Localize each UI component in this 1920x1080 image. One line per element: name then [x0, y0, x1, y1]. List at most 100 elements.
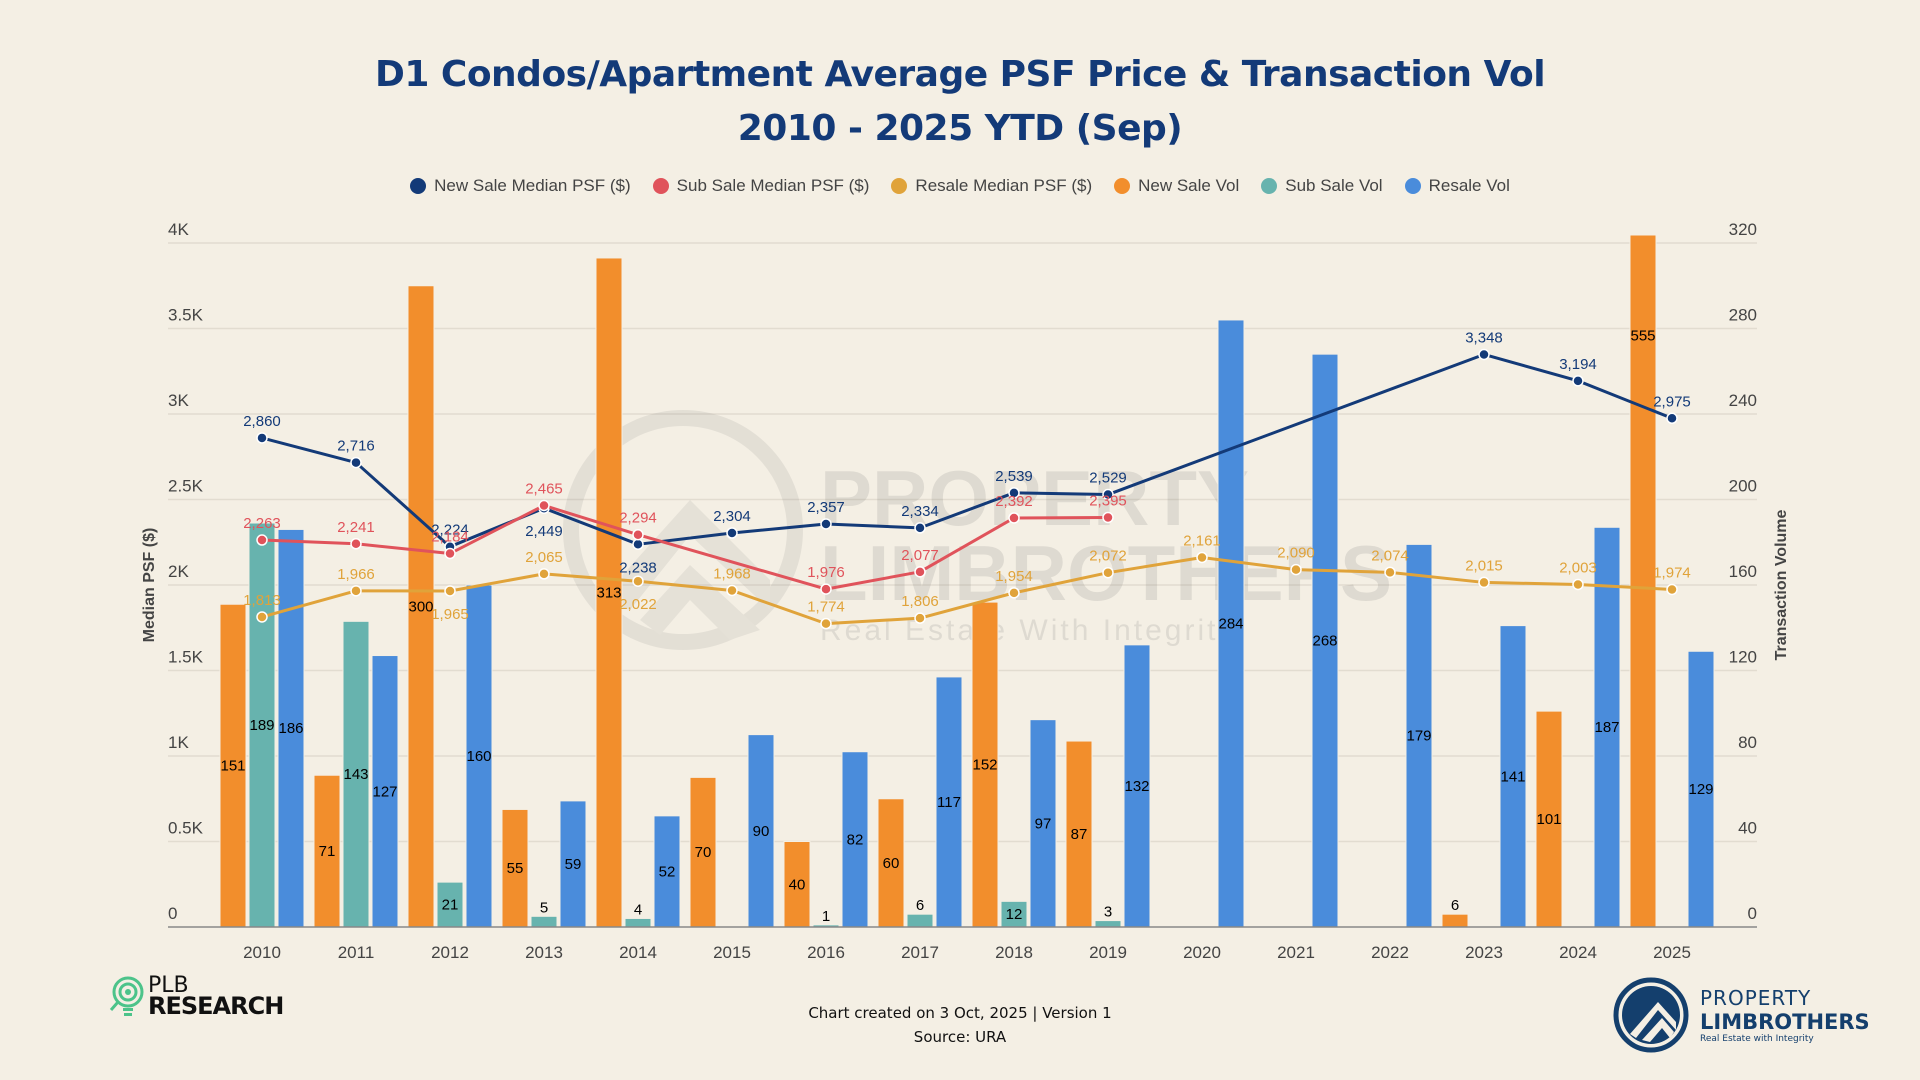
line-data-label: 3,194 [1559, 356, 1597, 373]
line-point [1290, 563, 1302, 576]
y-right-tick-label: 80 [1738, 733, 1757, 752]
chart-subtitle: 2010 - 2025 YTD (Sep) [737, 108, 1183, 149]
bar-data-label: 21 [442, 897, 459, 914]
x-tick-label: 2016 [807, 943, 845, 962]
line-point [1478, 576, 1490, 589]
line-data-label: 2,860 [243, 413, 281, 430]
bar-data-label: 70 [695, 844, 712, 861]
bar-new-sale-vol [595, 257, 623, 928]
bar-data-label: 284 [1218, 615, 1243, 632]
y-right-tick-label: 40 [1738, 819, 1757, 838]
bar-new-sale-vol [689, 776, 717, 928]
bar-new-sale-vol [219, 603, 247, 928]
line-point [914, 522, 926, 534]
line-data-label: 2,241 [337, 519, 375, 536]
plb-label: PLB [148, 973, 189, 998]
bar-resale-vol [1029, 719, 1057, 928]
line-point [350, 585, 362, 597]
bar-new-sale-vol [1535, 710, 1563, 928]
legend-item-sub-sale-psf[interactable]: Sub Sale Median PSF ($) [652, 176, 870, 196]
legend-label: Sub Sale Median PSF ($) [676, 176, 870, 195]
line-point [632, 575, 644, 587]
line-data-label: 2,015 [1465, 557, 1503, 574]
legend-item-new-sale-vol[interactable]: New Sale Vol [1114, 176, 1239, 196]
bar-data-label: 87 [1071, 826, 1088, 843]
legend-item-resale-vol[interactable]: Resale Vol [1404, 176, 1510, 196]
line-point [1384, 566, 1396, 579]
line-point [1008, 587, 1020, 599]
line-data-label: 1,976 [807, 564, 845, 581]
y-left-tick-label: 0.5K [168, 819, 204, 838]
chart-created-note: Chart created on 3 Oct, 2025 | Version 1 [808, 1004, 1112, 1022]
bar-data-label: 59 [565, 856, 582, 873]
bar-new-sale-vol [1065, 740, 1093, 928]
line-data-label: 1,813 [243, 592, 281, 609]
y-right-tick-label: 0 [1748, 904, 1757, 923]
y-left-tick-label: 2K [168, 562, 189, 581]
x-tick-label: 2017 [901, 943, 939, 962]
bar-data-label: 186 [278, 720, 303, 737]
x-tick-label: 2022 [1371, 943, 1409, 962]
lines: 2,860 2,716 2,224 2,449 2,238 2,304 2,357 2,334… [243, 329, 1691, 630]
bar-data-label: 82 [847, 831, 864, 848]
line-data-label: 2,263 [243, 515, 281, 532]
y-right-tick-label: 120 [1729, 648, 1757, 667]
line-data-label: 2,238 [619, 559, 657, 576]
bar-data-label: 40 [789, 876, 806, 893]
line-data-label: 1,806 [901, 593, 939, 610]
x-tick-label: 2018 [995, 943, 1033, 962]
bar-resale-vol [653, 815, 681, 928]
line-data-label: 2,539 [995, 468, 1033, 485]
brand-line1: PROPERTY [1700, 986, 1812, 1010]
bar-data-label: 5 [540, 899, 548, 916]
y-right-tick-label: 160 [1729, 562, 1757, 581]
line-point [538, 568, 550, 580]
y-left-tick-label: 2.5K [168, 477, 204, 496]
bar-data-label: 152 [972, 757, 997, 774]
legend-marker-icon [652, 178, 669, 194]
line-data-label: 2,449 [525, 523, 563, 540]
house-roof-circle-icon [1613, 977, 1689, 1053]
bar-sub-sale-vol [624, 917, 652, 928]
line-point [1196, 551, 1208, 564]
line-point [256, 534, 268, 546]
x-tick-label: 2014 [619, 943, 657, 962]
bar-data-label: 6 [1451, 897, 1459, 914]
line-point [820, 518, 832, 530]
bar-resale-vol [277, 528, 305, 928]
x-tick-label: 2023 [1465, 943, 1503, 962]
bar-data-label: 151 [220, 758, 245, 775]
line-data-label: 2,003 [1559, 559, 1597, 576]
legend-item-sub-sale-vol[interactable]: Sub Sale Vol [1261, 176, 1383, 196]
bar-data-label: 1 [822, 908, 830, 925]
line-data-label: 2,184 [431, 529, 469, 546]
line-point [820, 583, 832, 595]
bar-new-sale-vol [1441, 913, 1469, 928]
line-point [726, 527, 738, 539]
bar-data-label: 187 [1594, 719, 1619, 736]
legend-item-new-sale-psf[interactable]: New Sale Median PSF ($) [410, 176, 631, 196]
source-note: Source: URA [913, 1028, 1007, 1046]
y-right-tick-label: 280 [1729, 306, 1757, 325]
legend-item-resale-psf[interactable]: Resale Median PSF ($) [891, 176, 1092, 196]
bar-data-label: 12 [1006, 906, 1023, 923]
bar-new-sale-vol [971, 601, 999, 928]
line-point [1102, 566, 1114, 579]
line-point [1572, 578, 1584, 591]
watermark-ring-icon [563, 410, 803, 650]
legend-label: Resale Vol [1428, 176, 1510, 195]
bar-sub-sale-vol [1094, 920, 1122, 928]
legend-label: New Sale Vol [1138, 176, 1240, 195]
y-left-tick-label: 0 [168, 904, 177, 923]
x-tick-label: 2011 [338, 943, 375, 962]
line-data-label: 2,074 [1371, 547, 1409, 564]
bar-data-label: 268 [1312, 633, 1337, 650]
line-data-label: 1,965 [431, 606, 469, 623]
bar-data-label: 313 [596, 584, 621, 601]
bar-data-label: 6 [916, 897, 924, 914]
line-data-label: 1,954 [995, 568, 1033, 585]
bar-new-sale-vol [783, 841, 811, 928]
line-point [1008, 512, 1020, 524]
line-point [820, 617, 832, 630]
